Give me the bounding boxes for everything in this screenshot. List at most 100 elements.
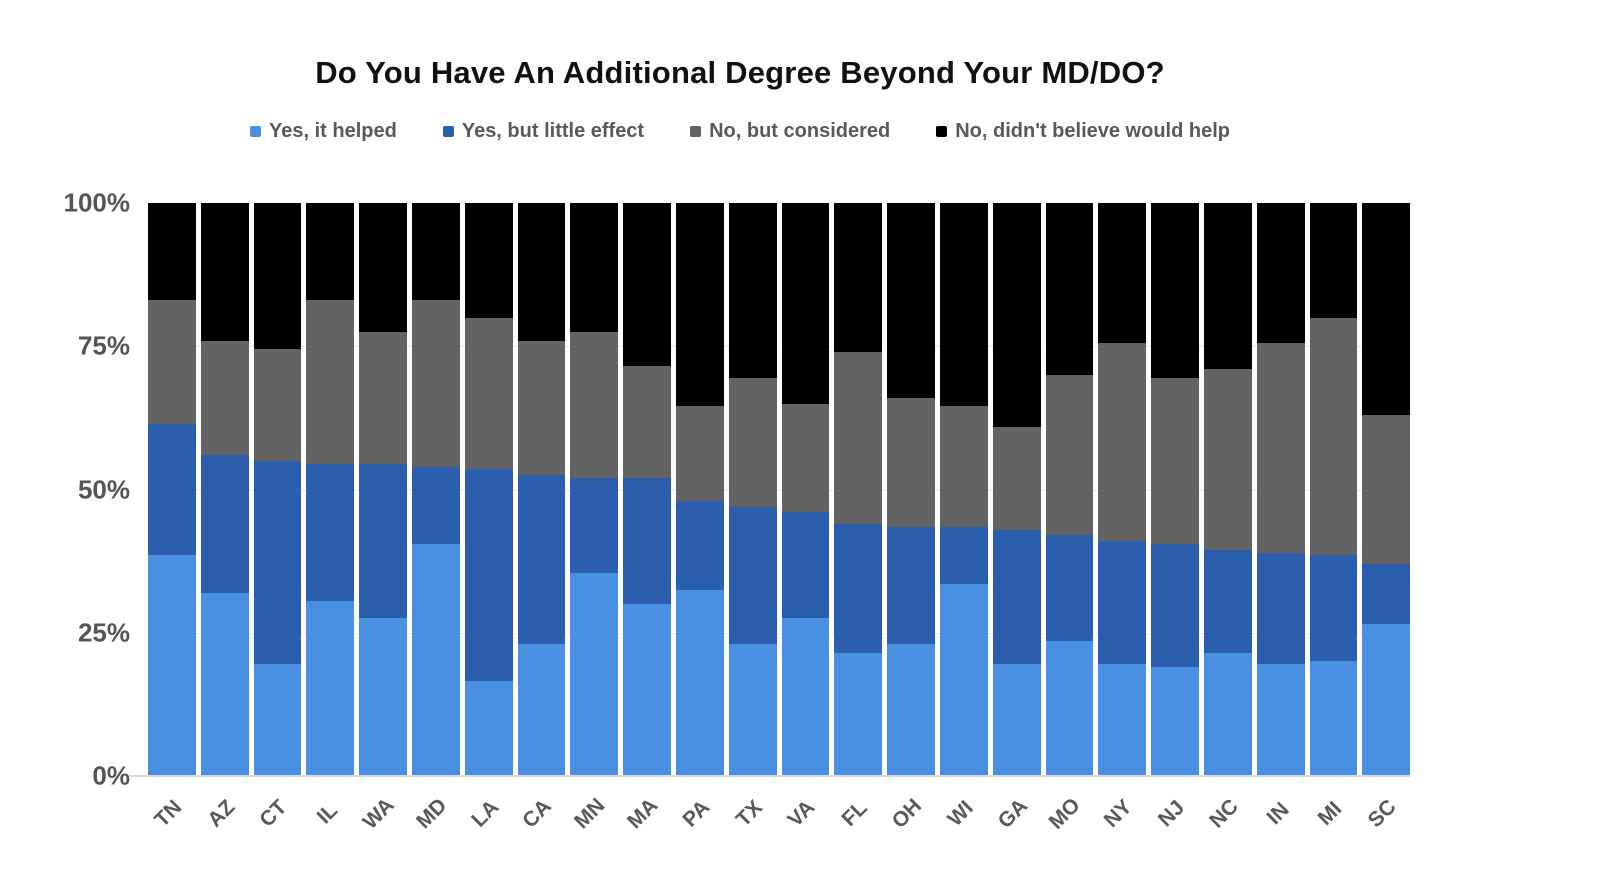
bar-segment [834,652,883,776]
x-axis-cell: PA [676,780,724,860]
bar-segment [1309,317,1358,556]
bar-segment [1151,377,1199,544]
x-axis-cell: MO [1044,780,1094,860]
x-axis-cell: SC [1362,780,1410,860]
bar-segment [939,406,988,527]
bar-VA [781,203,830,776]
legend: Yes, it helped Yes, but little effect No, … [40,120,1440,143]
bar-segment [517,203,566,341]
bar-segment [623,366,671,479]
legend-item-0: Yes, it helped [250,120,397,143]
bar-segment [359,203,407,332]
bar-segment [887,203,935,398]
x-axis-label: AZ [202,795,240,832]
bar-segment [411,300,460,467]
x-axis-cell: GA [993,780,1041,860]
bar-segment [1045,203,1094,375]
bar-MD [411,203,460,776]
bar-segment [992,529,1041,665]
x-axis-cell: LA [465,780,513,860]
bar-segment [1098,343,1147,542]
bar-segment [834,523,883,653]
bar-segment [834,203,883,352]
bar-segment [148,423,196,556]
bar-segment [728,644,777,776]
bar-segment [411,203,460,301]
gridline [148,632,1410,634]
bar-segment [887,526,935,645]
bar-GA [992,203,1041,776]
x-axis-label: CA [518,794,557,833]
x-axis-label: WA [358,793,399,834]
bar-segment [253,349,302,461]
bar-NY [1098,203,1147,776]
x-axis-cell: TX [729,780,777,860]
bar-segment [464,681,513,776]
bar-segment [1362,624,1411,776]
bar-segment [306,463,355,602]
bar-segment [992,203,1041,427]
bar-segment [464,469,513,682]
bar-segment [992,426,1041,530]
bar-segment [623,604,671,776]
x-axis-cell: NY [1098,780,1146,860]
x-axis-cell: OH [887,780,935,860]
bar-CT [253,203,302,776]
bar-segment [148,300,196,424]
bar-segment [1309,203,1358,318]
bar-segment [728,203,777,378]
x-axis-cell: MN [570,780,618,860]
bar-segment [887,644,935,776]
y-axis: 100% 75% 50% 25% 0% [0,188,131,791]
bar-segment [253,664,302,776]
bar-segment [1256,552,1305,665]
bar-segment [1309,555,1358,662]
x-axis: TN AZ CT IL WA MD LA CA MN MA PA TX VA FL OH WI GA MO NY NJ… [148,780,1410,860]
bar-segment [887,397,935,527]
y-axis-label: 0% [92,760,130,791]
bar-segment [570,203,619,332]
bar-segment [781,203,830,404]
x-axis-label: WI [943,796,978,831]
x-axis-label: MI [1313,797,1347,831]
x-axis-label: FL [837,796,873,831]
bar-WI [939,203,988,776]
bar-segment [675,203,724,407]
bar-segment [1256,664,1305,776]
legend-swatch-icon [250,126,261,137]
x-axis-cell: AZ [201,780,249,860]
bar-segment [464,203,513,318]
x-axis-label: IL [312,798,343,829]
x-axis-cell: IN [1257,780,1305,860]
x-axis-label: PA [678,795,715,832]
bar-segment [200,203,249,341]
bar-segment [253,460,302,665]
plot-area [130,203,1411,777]
x-axis-cell: IL [306,780,354,860]
bar-segment [1309,661,1358,776]
bar-segment [939,526,988,585]
x-axis-label: TX [731,796,767,832]
bar-segment [359,331,407,464]
bar-MI [1309,203,1358,776]
x-axis-label: MO [1044,793,1086,834]
bar-segment [464,317,513,470]
y-axis-label: 50% [77,474,130,504]
x-axis-cell: FL [834,780,882,860]
bar-segment [1098,203,1147,344]
bar-MN [570,203,619,776]
bar-segment [728,506,777,645]
bar-segment [781,403,830,513]
bar-MA [623,203,671,776]
bar-TX [728,203,777,776]
bar-segment [517,475,566,645]
bar-segment [253,203,302,350]
bar-FL [834,203,883,776]
bar-NJ [1151,203,1199,776]
x-axis-label: MA [623,793,663,834]
bar-segment [1362,415,1411,564]
x-axis-label: NY [1099,795,1137,833]
bar-segment [411,466,460,544]
bar-segment [200,455,249,593]
